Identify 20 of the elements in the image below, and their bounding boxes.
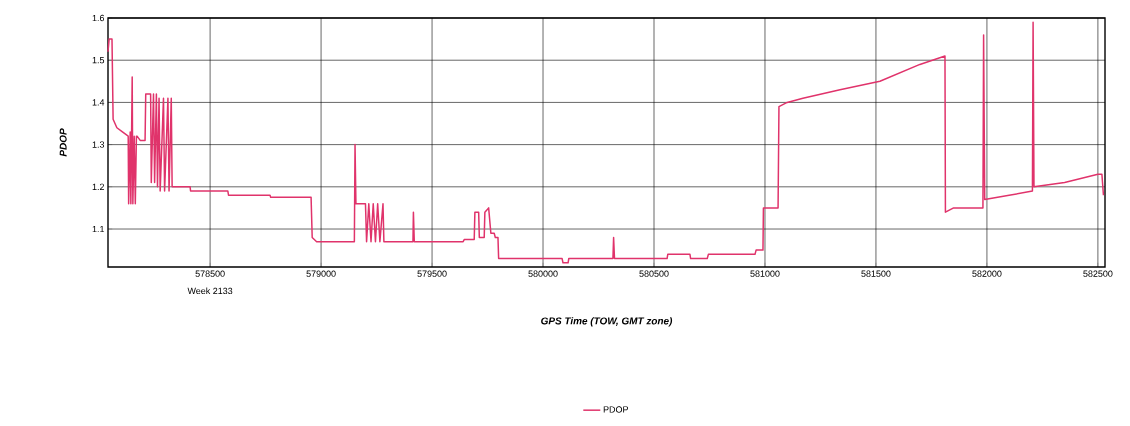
line-series	[107, 21, 1105, 264]
x-tick-label: 582000	[972, 270, 1002, 277]
y-axis-title: PDOP	[59, 128, 67, 157]
y-tick-label: 1.2	[92, 183, 105, 190]
y-tick-label: 1.4	[92, 99, 105, 106]
x-tick-label: 582500	[1083, 270, 1113, 277]
y-tick-label: 1.3	[92, 141, 105, 148]
x-tick-label: 579000	[306, 270, 336, 277]
x-tick-label: 581000	[750, 270, 780, 277]
x-tick-label: 580000	[528, 270, 558, 277]
x-tick-label: 579500	[417, 270, 447, 277]
x-tick-label: 581500	[861, 270, 891, 277]
x-tick-label: 580500	[639, 270, 669, 277]
x-tick-label: 578500	[195, 270, 225, 277]
y-tick-label: 1.5	[92, 57, 105, 64]
y-tick-label: 1.6	[92, 14, 105, 22]
text: Week 2133	[187, 287, 233, 295]
x-axis-title: GPS Time (TOW, GMT zone)	[541, 317, 673, 327]
y-tick-label: 1.1	[92, 225, 105, 233]
legend-label: PDOP	[603, 406, 628, 413]
